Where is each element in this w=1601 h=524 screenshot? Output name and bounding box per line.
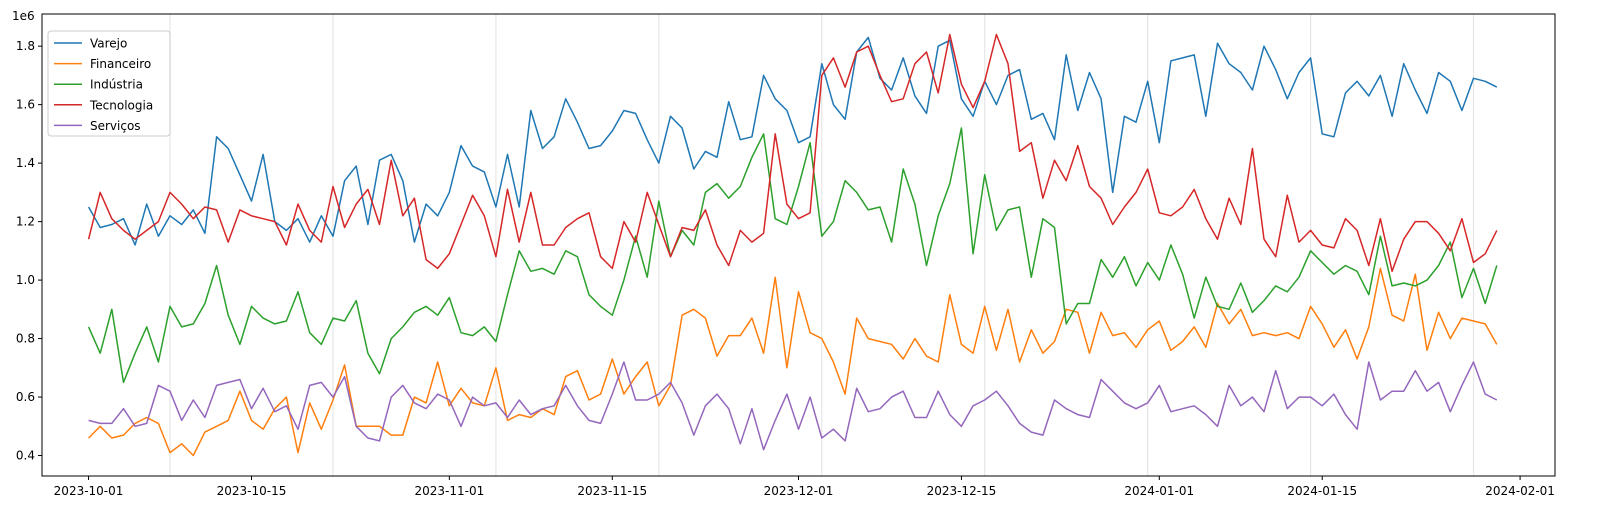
- series-lines: [87, 33, 1498, 457]
- legend-label: Financeiro: [90, 57, 151, 71]
- series-line-financeiro: [88, 267, 1498, 457]
- series-line-serviços: [88, 361, 1498, 451]
- y-axis-offset-label: 1e6: [12, 9, 35, 23]
- series-line-indústria: [87, 127, 1498, 384]
- y-axis: 0.4 0.6 0.8 1.0 1.2 1.4 1.6 1.8: [16, 39, 42, 463]
- y-tick-label: 1.4: [16, 156, 35, 170]
- x-tick-label: 2023-10-01: [54, 484, 124, 498]
- x-tick-label: 2023-11-01: [414, 484, 484, 498]
- legend-label: Tecnologia: [89, 98, 153, 112]
- y-tick-label: 0.6: [16, 390, 35, 404]
- series-line-tecnologia: [87, 33, 1498, 273]
- x-tick-label: 2023-12-01: [764, 484, 834, 498]
- x-tick-label: 2023-12-15: [927, 484, 997, 498]
- x-tick-label: 2024-01-01: [1124, 484, 1194, 498]
- y-tick-label: 0.4: [16, 449, 35, 463]
- y-tick-label: 1.6: [16, 98, 35, 112]
- x-tick-label: 2023-11-15: [577, 484, 647, 498]
- y-tick-label: 1.2: [16, 215, 35, 229]
- x-tick-label: 2024-02-01: [1485, 484, 1555, 498]
- legend-label: Indústria: [90, 78, 143, 92]
- legend-label: Varejo: [90, 37, 127, 51]
- x-axis: 2023-10-01 2023-10-15 2023-11-01 2023-11-15…: [54, 476, 1555, 498]
- y-tick-label: 0.8: [16, 332, 35, 346]
- legend: Varejo Financeiro Indústria Tecnologia Servi…: [47, 30, 171, 137]
- x-tick-label: 2024-01-15: [1287, 484, 1357, 498]
- plot-frame: [41, 13, 1556, 477]
- vertical-gridlines: [169, 14, 1475, 476]
- series-line-varejo: [87, 36, 1498, 246]
- x-tick-label: 2023-10-15: [217, 484, 287, 498]
- legend-box: [47, 30, 171, 137]
- legend-label: Serviços: [90, 119, 141, 133]
- y-tick-label: 1.0: [16, 273, 35, 287]
- y-tick-label: 1.8: [16, 39, 35, 53]
